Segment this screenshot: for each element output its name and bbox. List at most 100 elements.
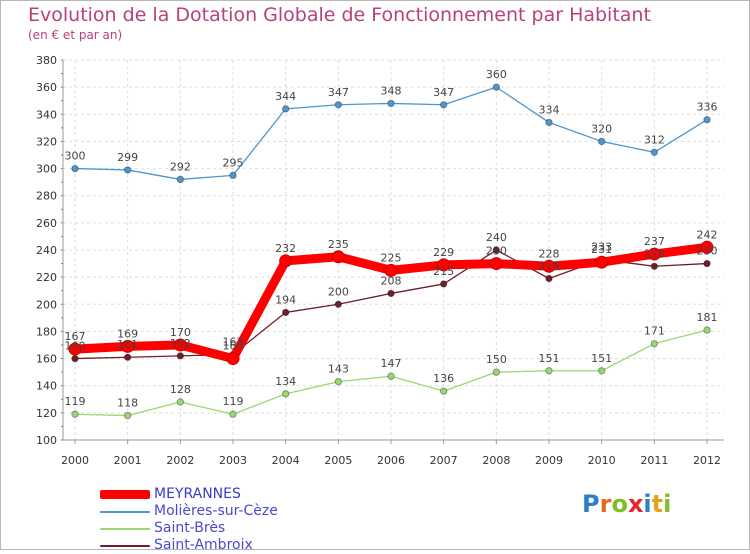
data-point-saint-bres-2011 (650, 339, 659, 348)
data-point-saint-ambroix-2011 (650, 262, 659, 270)
grid-lines (63, 59, 724, 441)
data-label-meyrannes-2006: 225 (381, 251, 402, 264)
data-point-meyrannes-2001 (121, 339, 135, 353)
data-label-saint-ambroix-2000: 160 (65, 340, 86, 353)
data-point-saint-ambroix-2008 (492, 246, 501, 254)
legend-item-molieres[interactable]: Molières-sur-Cèze (100, 503, 340, 520)
data-label-saint-bres-2000: 119 (65, 395, 86, 408)
data-label-meyrannes-2005: 235 (328, 238, 349, 251)
data-point-molieres-sur-ceze-2012 (703, 116, 711, 124)
logo-letter: x (627, 490, 644, 518)
data-label-meyrannes-2003: 160 (223, 340, 244, 353)
data-label-saint-bres-2006: 147 (381, 357, 402, 370)
data-label-saint-bres-2012: 181 (697, 311, 718, 324)
data-point-saint-bres-2002 (176, 398, 185, 406)
y-tick-label-180: 180 (36, 325, 57, 338)
legend-item-saint-ambroix[interactable]: Saint-Ambroix (100, 537, 340, 554)
legend-swatch-meyrannes (100, 490, 150, 499)
proxiti-logo: Proxiti (582, 490, 671, 518)
data-point-saint-bres-2008 (492, 368, 501, 376)
data-label-saint-bres-2008: 150 (486, 353, 507, 366)
y-tick-label-340: 340 (36, 108, 57, 121)
axes: 100 120 140 160 180 200 220 240 260 280 300 320 340 3… (36, 54, 724, 467)
data-point-meyrannes-2002 (173, 338, 187, 352)
data-point-saint-bres-2001 (123, 411, 132, 420)
legend-label-saint-bres: Saint-Brès (154, 520, 226, 536)
data-point-saint-ambroix-2004 (281, 308, 290, 317)
data-label-saint-bres-2004: 134 (275, 375, 296, 388)
data-point-meyrannes-2009 (542, 259, 556, 273)
data-label-saint-bres-2003: 119 (223, 395, 244, 408)
y-tick-label-120: 120 (36, 407, 57, 420)
chart-subtitle: (en € et par an) (28, 28, 123, 42)
series-saint-bres (71, 326, 711, 420)
data-label-saint-ambroix-2006: 208 (381, 274, 402, 287)
data-label-molieres-sur-ceze-2002: 292 (170, 160, 191, 173)
data-label-meyrannes-2002: 170 (170, 326, 191, 339)
data-label-meyrannes-2011: 237 (644, 235, 665, 248)
data-point-saint-bres-2009 (545, 367, 553, 375)
x-tick-label-2001: 2001 (114, 454, 142, 467)
data-point-saint-bres-2006 (387, 372, 395, 380)
data-label-saint-ambroix-2005: 200 (328, 285, 349, 298)
data-labels: 160 161 162 163 194 200 208 215 240 219 233 228 230 1… (65, 68, 718, 409)
y-tick-label-280: 280 (36, 190, 57, 203)
data-point-saint-bres-2005 (334, 377, 343, 386)
data-point-meyrannes-2010 (595, 255, 609, 269)
data-label-saint-bres-2011: 171 (644, 325, 665, 338)
legend-label-saint-ambroix: Saint-Ambroix (154, 537, 253, 553)
data-label-saint-bres-2002: 128 (170, 383, 191, 396)
data-label-meyrannes-2007: 229 (433, 246, 454, 259)
data-label-meyrannes-2008: 230 (486, 245, 507, 258)
data-label-molieres-sur-ceze-2008: 360 (486, 68, 507, 81)
series-meyrannes (68, 240, 714, 366)
legend-item-saint-bres[interactable]: Saint-Brès (100, 520, 340, 537)
x-tick-label-2006: 2006 (377, 454, 405, 467)
logo-letter: i (663, 490, 672, 518)
data-point-molieres-sur-ceze-2010 (597, 137, 606, 146)
data-label-saint-ambroix-2011: 228 (644, 247, 665, 260)
data-label-molieres-sur-ceze-2012: 336 (697, 101, 718, 114)
data-point-meyrannes-2012 (700, 240, 714, 254)
chart-title: Evolution de la Dotation Globale de Fonc… (28, 4, 651, 26)
data-point-saint-bres-2000 (71, 410, 79, 418)
data-point-molieres-sur-ceze-2004 (281, 105, 290, 113)
data-point-saint-ambroix-2007 (439, 280, 448, 288)
data-point-saint-ambroix-2005 (334, 300, 343, 308)
data-label-saint-ambroix-2002: 162 (170, 337, 191, 350)
y-tick-label-300: 300 (36, 163, 57, 176)
y-tick-label-160: 160 (36, 353, 57, 366)
data-label-molieres-sur-ceze-2007: 347 (433, 86, 454, 99)
x-tick-label-2011: 2011 (640, 454, 668, 467)
data-point-molieres-sur-ceze-2003 (229, 171, 237, 180)
data-label-saint-ambroix-2003: 163 (223, 336, 244, 349)
data-point-saint-bres-2004 (281, 390, 290, 398)
series-lines (68, 83, 714, 420)
data-point-meyrannes-2008 (489, 257, 503, 271)
data-point-saint-ambroix-2012 (703, 259, 711, 268)
data-point-meyrannes-2005 (331, 250, 345, 264)
y-tick-label-320: 320 (36, 135, 57, 148)
data-point-molieres-sur-ceze-2008 (492, 83, 501, 91)
legend-swatch-saint-ambroix (100, 544, 150, 547)
data-point-saint-bres-2003 (229, 410, 237, 418)
data-label-meyrannes-2004: 232 (275, 242, 296, 255)
data-point-molieres-sur-ceze-2002 (176, 175, 185, 184)
data-point-saint-ambroix-2009 (545, 274, 553, 283)
y-tick-label-140: 140 (36, 380, 57, 393)
data-label-saint-bres-2005: 143 (328, 363, 349, 376)
data-point-meyrannes-2011 (647, 247, 661, 261)
x-tick-label-2010: 2010 (588, 454, 616, 467)
x-tick-label-2005: 2005 (324, 454, 352, 467)
data-label-meyrannes-2001: 169 (117, 327, 138, 340)
legend-item-meyrannes[interactable]: MEYRANNES (100, 486, 340, 503)
data-point-molieres-sur-ceze-2005 (334, 101, 343, 109)
y-tick-label-200: 200 (36, 298, 57, 311)
data-point-molieres-sur-ceze-2001 (123, 166, 132, 174)
logo-letter: P (582, 490, 600, 518)
x-tick-label-2002: 2002 (166, 454, 194, 467)
y-tick-label-240: 240 (36, 244, 57, 257)
logo-letter: r (599, 490, 612, 518)
logo-letter: o (611, 490, 628, 518)
